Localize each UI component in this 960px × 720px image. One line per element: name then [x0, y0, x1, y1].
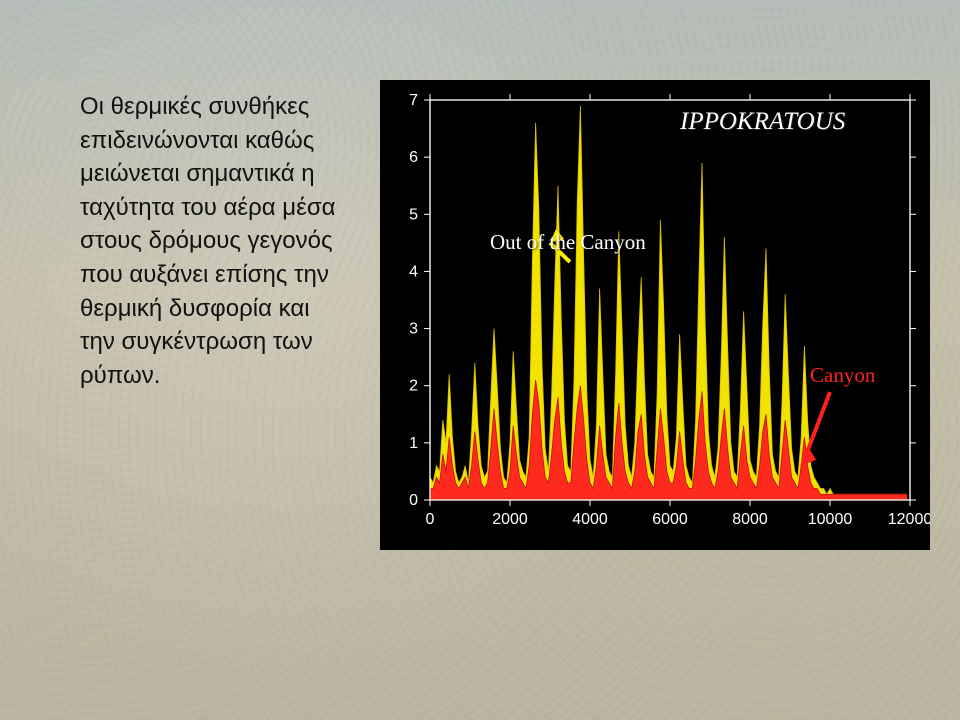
svg-text:4: 4 [409, 263, 418, 280]
svg-text:12000: 12000 [888, 511, 930, 528]
chart-container: 0 1 2 3 4 5 6 7 0 2000 4000 6000 8000 10000 12000 IPPO… [380, 80, 930, 550]
chart-svg: 0 1 2 3 4 5 6 7 0 2000 4000 6000 8000 10000 12000 [380, 80, 930, 550]
svg-text:0: 0 [409, 492, 418, 509]
svg-text:5: 5 [409, 206, 418, 223]
svg-text:7: 7 [409, 92, 418, 109]
svg-text:0: 0 [426, 511, 435, 528]
svg-text:8000: 8000 [732, 511, 768, 528]
svg-text:1: 1 [409, 435, 418, 452]
svg-text:6000: 6000 [652, 511, 688, 528]
chart-title: IPPOKRATOUS [680, 108, 845, 136]
svg-text:6: 6 [409, 149, 418, 166]
label-canyon: Canyon [810, 363, 875, 388]
slide-page: Οι θερμικές συνθήκες επιδεινώνονται καθώ… [0, 0, 960, 720]
svg-text:2: 2 [409, 378, 418, 395]
svg-text:2000: 2000 [492, 511, 528, 528]
label-out-of-canyon: Out of the Canyon [490, 230, 646, 255]
svg-text:10000: 10000 [808, 511, 853, 528]
description-text: Οι θερμικές συνθήκες επιδεινώνονται καθώ… [80, 90, 350, 392]
svg-text:3: 3 [409, 321, 418, 338]
svg-text:4000: 4000 [572, 511, 608, 528]
